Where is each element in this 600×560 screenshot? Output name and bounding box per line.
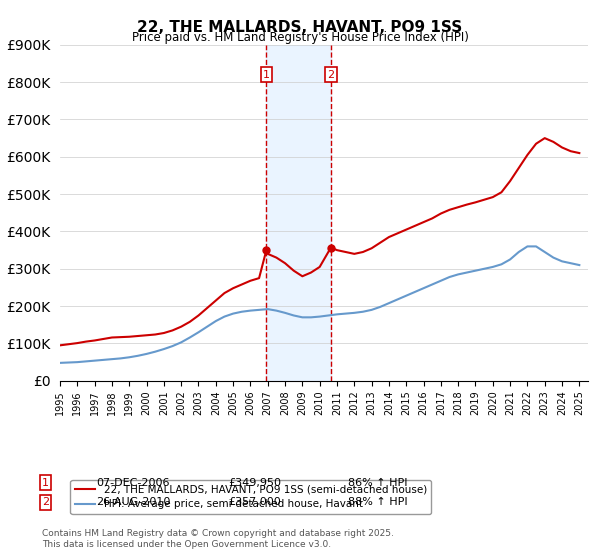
Text: Contains HM Land Registry data © Crown copyright and database right 2025.
This d: Contains HM Land Registry data © Crown c…: [42, 529, 394, 549]
Text: Price paid vs. HM Land Registry's House Price Index (HPI): Price paid vs. HM Land Registry's House …: [131, 31, 469, 44]
Text: £349,950: £349,950: [228, 478, 281, 488]
Text: 2: 2: [328, 69, 334, 80]
Text: 2: 2: [42, 497, 49, 507]
Text: £357,000: £357,000: [228, 497, 281, 507]
Text: 26-AUG-2010: 26-AUG-2010: [96, 497, 170, 507]
Text: 88% ↑ HPI: 88% ↑ HPI: [348, 497, 407, 507]
Bar: [266, 45, 331, 381]
Text: 86% ↑ HPI: 86% ↑ HPI: [348, 478, 407, 488]
Text: 1: 1: [42, 478, 49, 488]
Text: 22, THE MALLARDS, HAVANT, PO9 1SS: 22, THE MALLARDS, HAVANT, PO9 1SS: [137, 20, 463, 35]
Legend: 22, THE MALLARDS, HAVANT, PO9 1SS (semi-detached house), HPI: Average price, sem: 22, THE MALLARDS, HAVANT, PO9 1SS (semi-…: [70, 480, 431, 514]
Text: 1: 1: [263, 69, 270, 80]
Text: 07-DEC-2006: 07-DEC-2006: [96, 478, 170, 488]
